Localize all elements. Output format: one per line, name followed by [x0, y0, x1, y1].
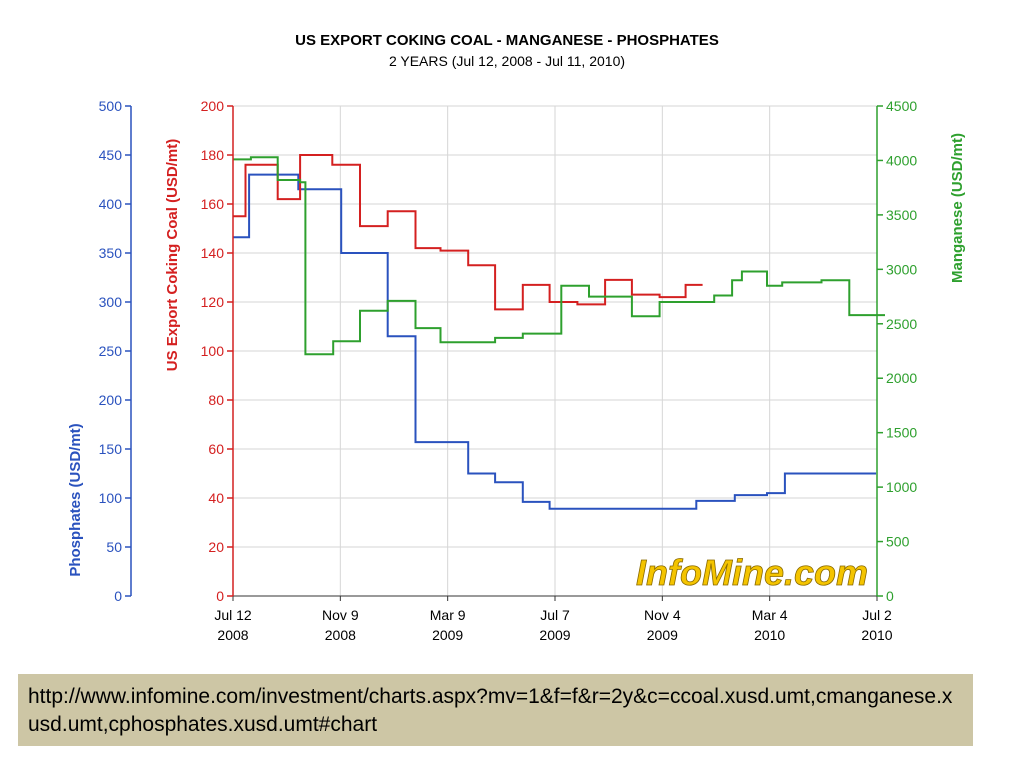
- phosphates-axis-tick-label: 350: [99, 245, 123, 261]
- manganese-series-line: [233, 157, 885, 354]
- x-tick-label: Nov 9: [322, 607, 359, 623]
- x-tick-label-year: 2010: [754, 627, 785, 643]
- manganese-axis-tick-label: 4500: [886, 98, 917, 114]
- x-tick-label: Jul 7: [540, 607, 570, 623]
- phosphates-axis-tick-label: 300: [99, 294, 123, 310]
- x-tick-label-year: 2009: [647, 627, 678, 643]
- x-tick-label-year: 2009: [432, 627, 463, 643]
- coal-series-line: [233, 155, 703, 309]
- phosphates-axis-tick-label: 100: [99, 490, 123, 506]
- x-tick-label: Mar 4: [752, 607, 788, 623]
- phosphates-axis-tick-label: 500: [99, 98, 123, 114]
- phosphates-axis-tick-label: 250: [99, 343, 123, 359]
- manganese-axis-tick-label: 0: [886, 588, 894, 604]
- coal-axis-tick-label: 140: [201, 245, 225, 261]
- coal-axis-tick-label: 0: [216, 588, 224, 604]
- manganese-axis-tick-label: 1500: [886, 425, 917, 441]
- coal-axis-tick-label: 80: [208, 392, 224, 408]
- phosphates-axis-label: Phosphates (USD/mt): [67, 423, 84, 576]
- grid: [233, 106, 877, 596]
- phosphates-axis-tick-label: 400: [99, 196, 123, 212]
- manganese-axis-tick-label: 500: [886, 534, 910, 550]
- coal-axis-tick-label: 100: [201, 343, 225, 359]
- chart-subtitle: 2 YEARS (Jul 12, 2008 - Jul 11, 2010): [389, 53, 625, 69]
- manganese-axis-tick-label: 2000: [886, 370, 917, 386]
- chart: US EXPORT COKING COAL - MANGANESE - PHOS…: [0, 0, 1024, 665]
- phosphates-axis-tick-label: 200: [99, 392, 123, 408]
- chart-title: US EXPORT COKING COAL - MANGANESE - PHOS…: [295, 32, 719, 49]
- phosphates-axis-tick-label: 0: [114, 588, 122, 604]
- coal-axis-label: US Export Coking Coal (USD/mt): [164, 139, 181, 372]
- x-tick-label: Nov 4: [644, 607, 681, 623]
- x-tick-label-year: 2008: [217, 627, 248, 643]
- coal-axis-tick-label: 60: [208, 441, 224, 457]
- source-url[interactable]: http://www.infomine.com/investment/chart…: [18, 674, 973, 746]
- coal-axis-tick-label: 40: [208, 490, 224, 506]
- phosphates-axis-tick-label: 50: [106, 539, 122, 555]
- coal-axis-tick-label: 160: [201, 196, 225, 212]
- coal-axis-tick-label: 180: [201, 147, 225, 163]
- manganese-axis-tick-label: 1000: [886, 479, 917, 495]
- x-tick-label-year: 2010: [861, 627, 892, 643]
- manganese-axis-tick-label: 3000: [886, 261, 917, 277]
- phosphates-axis-tick-label: 150: [99, 441, 123, 457]
- manganese-axis-tick-label: 2500: [886, 316, 917, 332]
- x-tick-label: Mar 9: [430, 607, 466, 623]
- x-tick-label: Jul 2: [862, 607, 892, 623]
- watermark: InfoMine.com: [636, 552, 868, 593]
- manganese-axis-tick-label: 3500: [886, 207, 917, 223]
- coal-axis-tick-label: 20: [208, 539, 224, 555]
- x-tick-label: Jul 12: [214, 607, 252, 623]
- series-lines: [233, 155, 885, 509]
- x-tick-label-year: 2009: [539, 627, 570, 643]
- coal-axis-tick-label: 120: [201, 294, 225, 310]
- coal-axis-tick-label: 200: [201, 98, 225, 114]
- manganese-axis-label: Manganese (USD/mt): [949, 133, 966, 283]
- x-tick-label-year: 2008: [325, 627, 356, 643]
- phosphates-axis-tick-label: 450: [99, 147, 123, 163]
- manganese-axis-tick-label: 4000: [886, 152, 917, 168]
